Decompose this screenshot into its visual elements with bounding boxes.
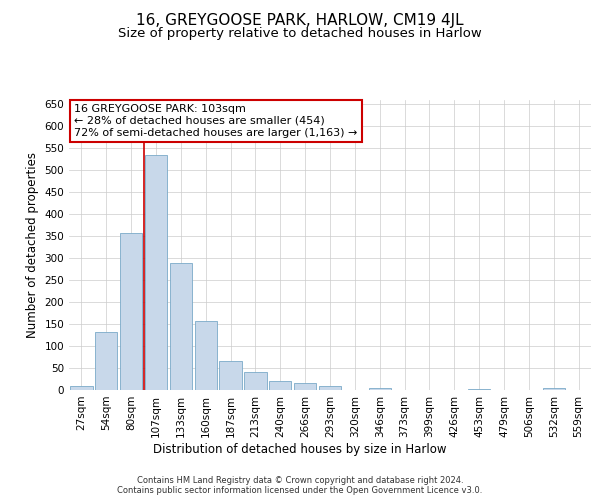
Bar [269,381,292,390]
Bar [368,388,391,390]
Bar [95,332,118,390]
Bar [468,388,490,390]
Text: Size of property relative to detached houses in Harlow: Size of property relative to detached ho… [118,28,482,40]
Text: Distribution of detached houses by size in Harlow: Distribution of detached houses by size … [153,442,447,456]
Bar [145,155,167,390]
Bar [194,321,217,390]
Bar [70,386,92,390]
Bar [319,386,341,390]
Y-axis label: Number of detached properties: Number of detached properties [26,152,39,338]
Bar [294,384,316,390]
Bar [244,372,266,390]
Bar [542,388,565,390]
Bar [170,262,192,390]
Text: 16, GREYGOOSE PARK, HARLOW, CM19 4JL: 16, GREYGOOSE PARK, HARLOW, CM19 4JL [136,12,464,28]
Bar [220,362,242,390]
Text: 16 GREYGOOSE PARK: 103sqm
← 28% of detached houses are smaller (454)
72% of semi: 16 GREYGOOSE PARK: 103sqm ← 28% of detac… [74,104,358,138]
Text: Contains HM Land Registry data © Crown copyright and database right 2024.
Contai: Contains HM Land Registry data © Crown c… [118,476,482,495]
Bar [120,232,142,390]
